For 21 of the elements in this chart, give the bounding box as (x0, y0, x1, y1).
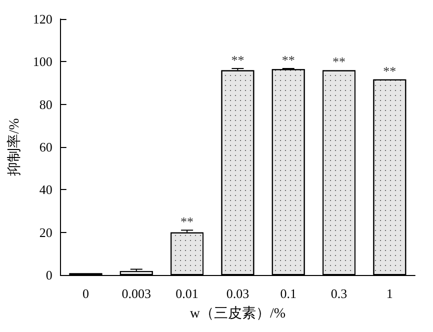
y-tick-label: 60 (39, 140, 52, 154)
x-tick-label: 0.03 (226, 286, 250, 301)
y-tick-label: 0 (46, 268, 52, 282)
y-tick-label: 100 (32, 54, 52, 70)
x-tick-label: 0 (82, 286, 89, 301)
annotation: ** (383, 63, 396, 78)
x-tick-label: 0.1 (280, 286, 296, 301)
x-tick-label: 0.003 (122, 286, 152, 301)
annotation: ** (180, 214, 194, 230)
y-tick-label: 40 (39, 182, 52, 198)
annotation: ** (332, 54, 346, 70)
x-axis-title: w（三皮素）/% (190, 306, 286, 322)
x-tick-label: 0.3 (330, 286, 348, 301)
x-tick-label: 0.01 (176, 286, 198, 301)
annotation: ** (282, 52, 295, 68)
y-tick-label: 80 (39, 96, 52, 112)
x-tick-label: 1 (386, 286, 393, 301)
y-tick-label: 20 (39, 224, 52, 240)
y-axis-title: 抑制率/% (6, 118, 22, 176)
y-tick-label: 120 (32, 12, 52, 26)
annotation: ** (231, 52, 244, 68)
